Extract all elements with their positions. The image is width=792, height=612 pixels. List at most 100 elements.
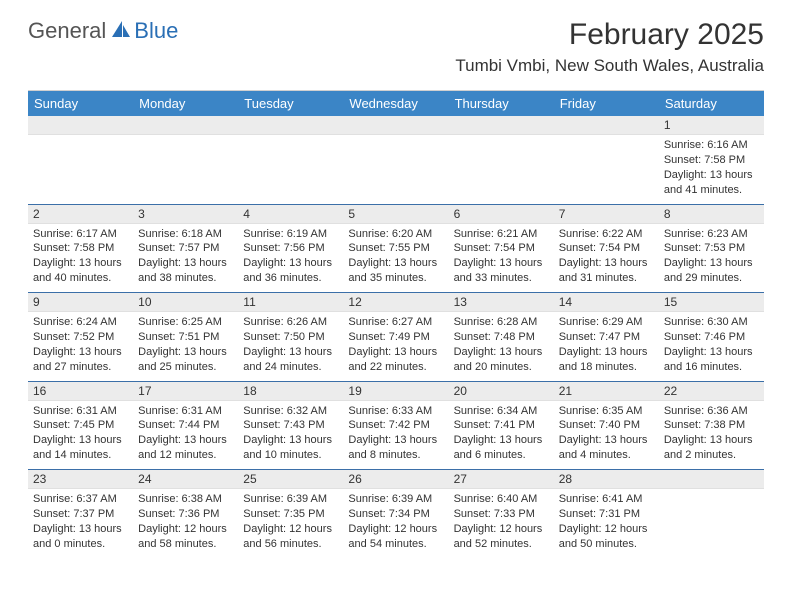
day-details: Sunrise: 6:29 AMSunset: 7:47 PMDaylight:… <box>554 312 659 379</box>
day-details: Sunrise: 6:27 AMSunset: 7:49 PMDaylight:… <box>343 312 448 379</box>
calendar-cell <box>238 116 343 204</box>
logo: General Blue <box>28 18 178 44</box>
calendar-cell: 18Sunrise: 6:32 AMSunset: 7:43 PMDayligh… <box>238 382 343 470</box>
daylight-text: Daylight: 13 hours and 20 minutes. <box>454 345 549 375</box>
sunset-text: Sunset: 7:43 PM <box>243 418 338 433</box>
calendar-cell: 6Sunrise: 6:21 AMSunset: 7:54 PMDaylight… <box>449 205 554 293</box>
sunrise-text: Sunrise: 6:16 AM <box>664 138 759 153</box>
calendar-cell <box>554 116 659 204</box>
day-details: Sunrise: 6:39 AMSunset: 7:34 PMDaylight:… <box>343 489 448 556</box>
calendar-cell: 21Sunrise: 6:35 AMSunset: 7:40 PMDayligh… <box>554 382 659 470</box>
sunset-text: Sunset: 7:56 PM <box>243 241 338 256</box>
day-number: 15 <box>659 293 764 312</box>
daylight-text: Daylight: 13 hours and 36 minutes. <box>243 256 338 286</box>
calendar-cell: 13Sunrise: 6:28 AMSunset: 7:48 PMDayligh… <box>449 293 554 381</box>
day-details: Sunrise: 6:36 AMSunset: 7:38 PMDaylight:… <box>659 401 764 468</box>
day-details: Sunrise: 6:32 AMSunset: 7:43 PMDaylight:… <box>238 401 343 468</box>
day-details: Sunrise: 6:20 AMSunset: 7:55 PMDaylight:… <box>343 224 448 291</box>
sunset-text: Sunset: 7:37 PM <box>33 507 128 522</box>
calendar-cell: 10Sunrise: 6:25 AMSunset: 7:51 PMDayligh… <box>133 293 238 381</box>
daylight-text: Daylight: 13 hours and 25 minutes. <box>138 345 233 375</box>
sunrise-text: Sunrise: 6:41 AM <box>559 492 654 507</box>
calendar-cell: 25Sunrise: 6:39 AMSunset: 7:35 PMDayligh… <box>238 470 343 558</box>
daylight-text: Daylight: 13 hours and 14 minutes. <box>33 433 128 463</box>
calendar-week: 2Sunrise: 6:17 AMSunset: 7:58 PMDaylight… <box>28 205 764 293</box>
sunset-text: Sunset: 7:54 PM <box>454 241 549 256</box>
sunrise-text: Sunrise: 6:21 AM <box>454 227 549 242</box>
day-details: Sunrise: 6:31 AMSunset: 7:44 PMDaylight:… <box>133 401 238 468</box>
weekday-row: Sunday Monday Tuesday Wednesday Thursday… <box>28 91 764 116</box>
day-details: Sunrise: 6:40 AMSunset: 7:33 PMDaylight:… <box>449 489 554 556</box>
day-details: Sunrise: 6:19 AMSunset: 7:56 PMDaylight:… <box>238 224 343 291</box>
sunset-text: Sunset: 7:46 PM <box>664 330 759 345</box>
day-details: Sunrise: 6:38 AMSunset: 7:36 PMDaylight:… <box>133 489 238 556</box>
month-title: February 2025 <box>455 18 764 52</box>
sunrise-text: Sunrise: 6:35 AM <box>559 404 654 419</box>
calendar-cell: 7Sunrise: 6:22 AMSunset: 7:54 PMDaylight… <box>554 205 659 293</box>
day-number: 10 <box>133 293 238 312</box>
day-details: Sunrise: 6:18 AMSunset: 7:57 PMDaylight:… <box>133 224 238 291</box>
day-number-empty <box>554 116 659 135</box>
calendar-cell: 23Sunrise: 6:37 AMSunset: 7:37 PMDayligh… <box>28 470 133 558</box>
sunset-text: Sunset: 7:44 PM <box>138 418 233 433</box>
daylight-text: Daylight: 12 hours and 54 minutes. <box>348 522 443 552</box>
daylight-text: Daylight: 13 hours and 31 minutes. <box>559 256 654 286</box>
calendar-cell: 11Sunrise: 6:26 AMSunset: 7:50 PMDayligh… <box>238 293 343 381</box>
weekday-header: Saturday <box>659 91 764 116</box>
day-number: 25 <box>238 470 343 489</box>
calendar-cell <box>449 116 554 204</box>
weekday-header: Thursday <box>449 91 554 116</box>
day-number: 4 <box>238 205 343 224</box>
weekday-header: Wednesday <box>343 91 448 116</box>
day-number-empty <box>449 116 554 135</box>
calendar-cell: 17Sunrise: 6:31 AMSunset: 7:44 PMDayligh… <box>133 382 238 470</box>
day-number: 16 <box>28 382 133 401</box>
daylight-text: Daylight: 13 hours and 24 minutes. <box>243 345 338 375</box>
sunset-text: Sunset: 7:38 PM <box>664 418 759 433</box>
calendar-cell: 14Sunrise: 6:29 AMSunset: 7:47 PMDayligh… <box>554 293 659 381</box>
calendar-cell: 4Sunrise: 6:19 AMSunset: 7:56 PMDaylight… <box>238 205 343 293</box>
day-number: 13 <box>449 293 554 312</box>
daylight-text: Daylight: 13 hours and 29 minutes. <box>664 256 759 286</box>
sunset-text: Sunset: 7:42 PM <box>348 418 443 433</box>
calendar-cell: 9Sunrise: 6:24 AMSunset: 7:52 PMDaylight… <box>28 293 133 381</box>
day-number: 3 <box>133 205 238 224</box>
day-number: 20 <box>449 382 554 401</box>
day-number: 21 <box>554 382 659 401</box>
day-number: 14 <box>554 293 659 312</box>
daylight-text: Daylight: 13 hours and 4 minutes. <box>559 433 654 463</box>
calendar-week: 1Sunrise: 6:16 AMSunset: 7:58 PMDaylight… <box>28 116 764 204</box>
sunset-text: Sunset: 7:58 PM <box>664 153 759 168</box>
sunrise-text: Sunrise: 6:25 AM <box>138 315 233 330</box>
sunrise-text: Sunrise: 6:40 AM <box>454 492 549 507</box>
day-details: Sunrise: 6:37 AMSunset: 7:37 PMDaylight:… <box>28 489 133 556</box>
sunrise-text: Sunrise: 6:34 AM <box>454 404 549 419</box>
daylight-text: Daylight: 12 hours and 50 minutes. <box>559 522 654 552</box>
calendar-cell: 15Sunrise: 6:30 AMSunset: 7:46 PMDayligh… <box>659 293 764 381</box>
daylight-text: Daylight: 13 hours and 6 minutes. <box>454 433 549 463</box>
calendar-cell: 20Sunrise: 6:34 AMSunset: 7:41 PMDayligh… <box>449 382 554 470</box>
day-number-empty <box>659 470 764 489</box>
sunrise-text: Sunrise: 6:29 AM <box>559 315 654 330</box>
daylight-text: Daylight: 12 hours and 52 minutes. <box>454 522 549 552</box>
day-number: 18 <box>238 382 343 401</box>
weekday-header: Tuesday <box>238 91 343 116</box>
calendar-cell <box>659 470 764 558</box>
sunset-text: Sunset: 7:45 PM <box>33 418 128 433</box>
sunrise-text: Sunrise: 6:28 AM <box>454 315 549 330</box>
day-number: 22 <box>659 382 764 401</box>
day-number: 19 <box>343 382 448 401</box>
day-number: 8 <box>659 205 764 224</box>
day-number: 27 <box>449 470 554 489</box>
day-details: Sunrise: 6:39 AMSunset: 7:35 PMDaylight:… <box>238 489 343 556</box>
daylight-text: Daylight: 13 hours and 40 minutes. <box>33 256 128 286</box>
daylight-text: Daylight: 13 hours and 38 minutes. <box>138 256 233 286</box>
weekday-header: Sunday <box>28 91 133 116</box>
day-number: 2 <box>28 205 133 224</box>
daylight-text: Daylight: 13 hours and 41 minutes. <box>664 168 759 198</box>
sunset-text: Sunset: 7:52 PM <box>33 330 128 345</box>
daylight-text: Daylight: 13 hours and 16 minutes. <box>664 345 759 375</box>
day-number: 23 <box>28 470 133 489</box>
calendar-cell <box>343 116 448 204</box>
day-number-empty <box>28 116 133 135</box>
